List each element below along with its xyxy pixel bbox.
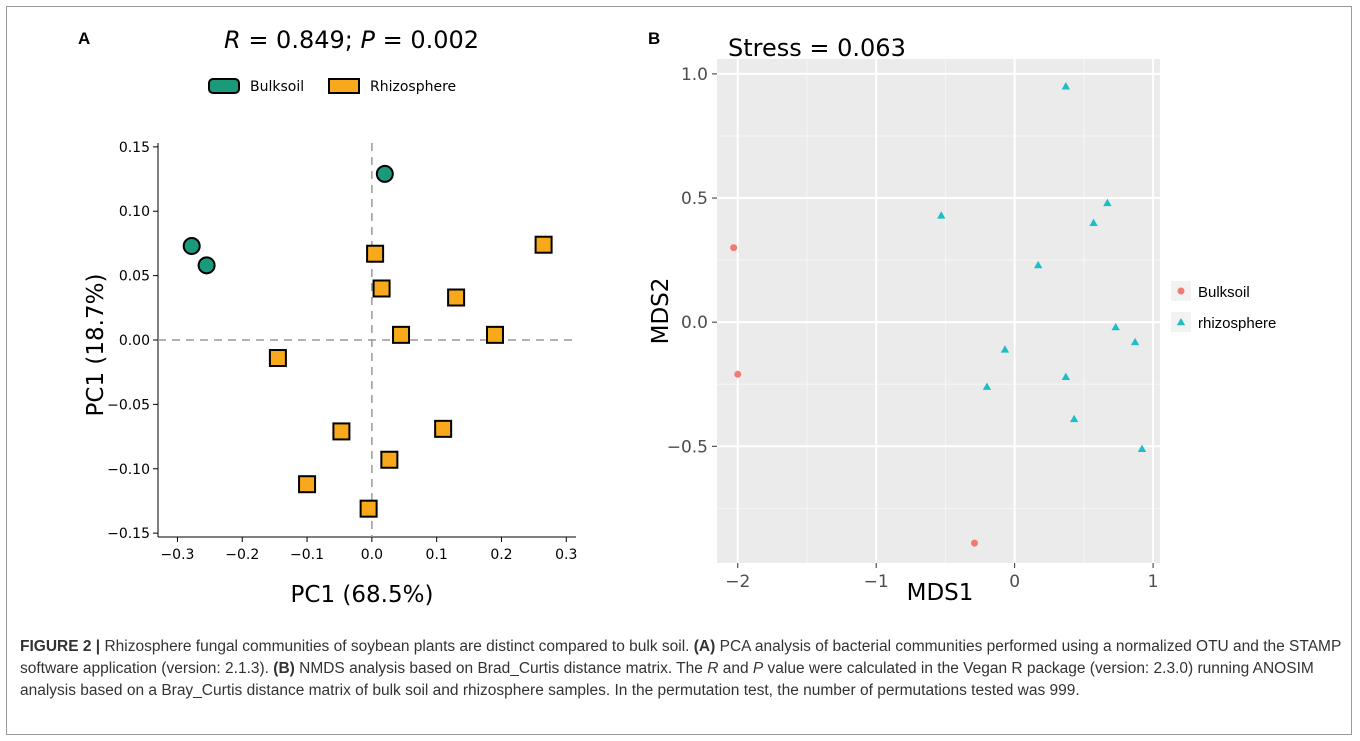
panel-a-point-rhizosphere: [380, 450, 399, 469]
panel-a-point-rhizosphere: [366, 244, 385, 263]
panel-b-y-tick-label: 0.0: [681, 313, 708, 333]
panel-b-point-bulksoil: [734, 370, 742, 378]
panel-a-y-tick-label: 0.00: [119, 333, 150, 349]
panel-b-x-tick-label: −1: [864, 572, 889, 592]
panel-b-point-rhizosphere: [1089, 218, 1098, 227]
legend-rhizosphere-swatch: [328, 78, 360, 94]
panel-a-y-tick-label: 0.15: [119, 140, 150, 156]
panel-a-point-rhizosphere: [332, 422, 351, 441]
legend-b-bulksoil-point: [1177, 287, 1185, 295]
panel-a-point-rhizosphere: [485, 325, 504, 344]
panel-b-point-rhizosphere: [982, 382, 992, 390]
caption-a-label: (A): [693, 638, 716, 655]
legend-bulksoil-swatch: [208, 78, 240, 94]
panel-b-point-rhizosphere: [1130, 337, 1140, 346]
panel-b-plot: −2 −1 0 1 −0.5 0.0 0.5 1.0: [667, 59, 1160, 592]
caption-text-3: NMDS analysis based on Brad_Curtis dista…: [294, 660, 708, 677]
panel-b-y-tick-label: 0.5: [681, 189, 708, 209]
caption-text-2: PCA analysis of bacterial communities pe…: [20, 638, 1342, 677]
panel-a-point-rhizosphere: [392, 325, 411, 344]
panel-b-point-rhizosphere: [1061, 82, 1071, 90]
panel-a-point-bulksoil: [375, 164, 394, 183]
caption-text-5: value were calculated in the Vegan R pac…: [20, 660, 1314, 699]
panel-a-y-tick-label: 0.05: [119, 269, 150, 285]
panel-a-label: A: [78, 29, 90, 48]
panel-a-point-bulksoil: [197, 256, 216, 275]
panel-b-ylabel: MDS2: [648, 278, 674, 345]
caption-r-symbol: R: [707, 660, 719, 677]
panel-b-point-rhizosphere: [1103, 198, 1112, 207]
panel-a-x-tick-label: 0.1: [426, 547, 448, 563]
panel-b-x-tick-label: 0: [1009, 572, 1020, 592]
panel-b-point-rhizosphere: [1000, 345, 1010, 353]
panel-b-y-tick-label: −0.5: [667, 437, 708, 457]
panel-b-point-bulksoil: [730, 244, 738, 252]
panel-a-point-rhizosphere: [268, 349, 287, 368]
panel-b-point-rhizosphere: [1061, 372, 1071, 380]
panel-a-x-tick-label: 0.3: [555, 547, 577, 563]
panel-a-point-rhizosphere: [447, 288, 466, 307]
panel-b-x-tick-label: 1: [1148, 572, 1159, 592]
caption-b-label: (B): [273, 660, 295, 677]
caption-text-4: and: [718, 660, 753, 677]
panel-a-title: R = 0.849; P = 0.002: [224, 26, 479, 54]
panel-b-point-rhizosphere: [937, 211, 946, 219]
legend-rhizosphere-label: Rhizosphere: [370, 79, 456, 95]
legend-b-rhizosphere-label: rhizosphere: [1198, 315, 1276, 332]
legend-bulksoil-label: Bulksoil: [250, 79, 304, 95]
panel-b-background: [717, 59, 1160, 563]
panel-a-point-rhizosphere: [372, 279, 391, 298]
legend-b-bulksoil-label: Bulksoil: [1198, 284, 1250, 301]
panel-b-point-rhizosphere: [1137, 444, 1147, 452]
panel-a-x-tick-label: −0.2: [225, 547, 259, 563]
panel-b-x-tick-label: −2: [725, 572, 750, 592]
panel-a-point-rhizosphere: [434, 419, 453, 438]
panel-b-title: Stress = 0.063: [728, 34, 906, 62]
panel-a-point-rhizosphere: [298, 475, 317, 494]
panel-a-y-tick-label: 0.10: [119, 204, 150, 220]
panel-a-x-tick-label: 0.0: [361, 547, 383, 563]
panel-b-legend: Bulksoil rhizosphere: [1171, 281, 1276, 332]
caption-figure-label: FIGURE 2 |: [20, 638, 101, 655]
legend-b-rhizosphere-point: [1176, 318, 1186, 326]
panel-a-plot: −0.15 −0.10 −0.05 0.00 0.05 0.10 0.15 −0.3 −0.2 −…: [107, 140, 577, 563]
figure-caption: FIGURE 2 | Rhizosphere fungal communitie…: [20, 636, 1345, 702]
panel-a-x-tick-label: 0.2: [490, 547, 512, 563]
panel-b-point-rhizosphere: [1069, 414, 1079, 423]
panel-b-point-bulksoil: [970, 539, 978, 547]
panel-a-point-rhizosphere: [359, 499, 378, 518]
panel-b-label: B: [648, 29, 660, 48]
panel-a-x-tick-label: −0.1: [290, 547, 324, 563]
panel-a-xlabel: PC1 (68.5%): [291, 582, 434, 608]
caption-text-1: Rhizosphere fungal communities of soybea…: [100, 638, 694, 655]
panel-a-y-tick-label: −0.05: [107, 397, 150, 413]
panel-b-xlabel: MDS1: [907, 580, 974, 606]
panel-a-x-tick-label: −0.3: [160, 547, 194, 563]
panel-a-point-bulksoil: [182, 237, 201, 256]
figure-frame: [6, 6, 1352, 735]
caption-p-symbol: P: [752, 660, 764, 677]
panel-b-point-rhizosphere: [1033, 260, 1043, 269]
panel-a-legend: Bulksoil Rhizosphere: [208, 78, 456, 95]
panel-a-y-tick-label: −0.10: [107, 462, 150, 478]
panel-a-point-rhizosphere: [534, 235, 553, 254]
panel-a-ylabel: PC1 (18.7%): [83, 274, 109, 417]
panel-b-point-rhizosphere: [1111, 322, 1120, 331]
panel-b-y-tick-label: 1.0: [681, 65, 708, 85]
panel-a-y-tick-label: −0.15: [107, 526, 150, 542]
